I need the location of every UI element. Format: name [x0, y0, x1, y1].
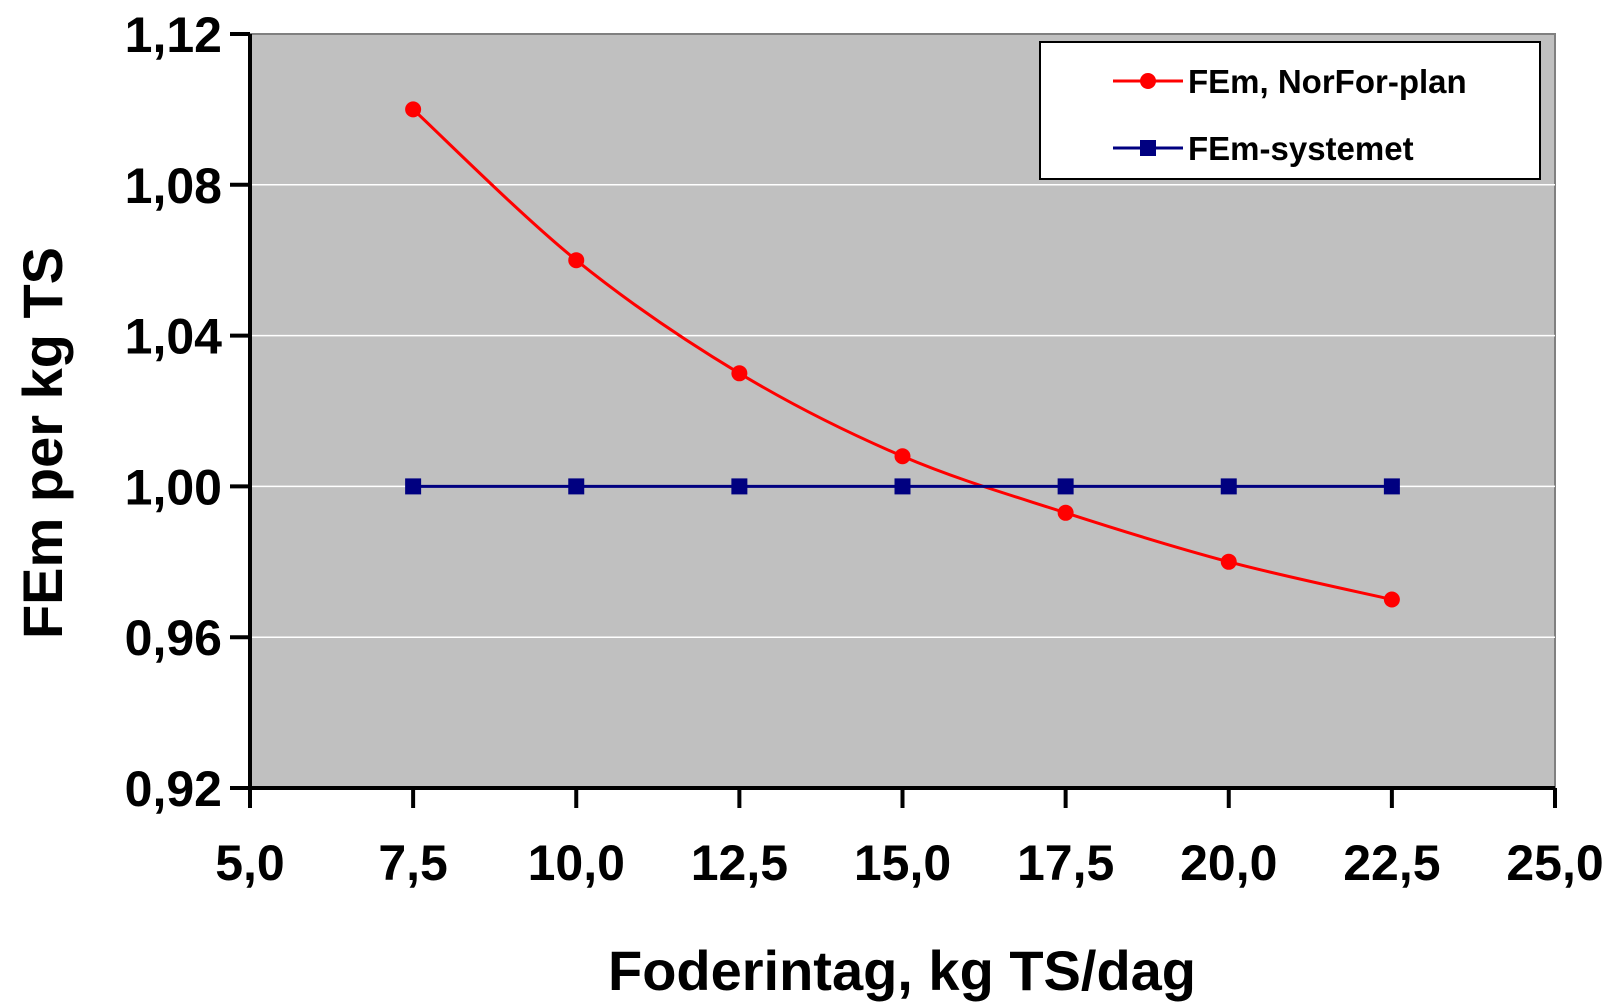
data-point-1	[894, 478, 911, 495]
data-point-0	[894, 448, 911, 465]
data-point-0	[405, 101, 422, 118]
data-point-0	[1057, 504, 1074, 521]
x-tick-label: 12,5	[691, 835, 788, 891]
y-tick-label: 1,04	[125, 309, 223, 365]
legend-box	[1039, 41, 1541, 180]
y-tick-label: 1,12	[125, 7, 222, 63]
legend-marker-norfor	[1140, 73, 1156, 89]
x-tick-label: 15,0	[854, 835, 951, 891]
data-point-0	[731, 365, 748, 382]
y-tick-label: 1,00	[125, 459, 222, 515]
legend-marker-femsystemet	[1140, 140, 1156, 156]
x-tick-label: 7,5	[378, 835, 448, 891]
data-point-1	[1383, 478, 1400, 495]
x-tick-label: 17,5	[1017, 835, 1114, 891]
data-point-1	[1057, 478, 1074, 495]
x-tick-label: 25,0	[1506, 835, 1603, 891]
y-tick-label: 0,96	[125, 610, 222, 666]
y-axis-ticks: 0,92 0,96 1,00 1,04 1,08 1,12	[125, 7, 250, 817]
x-axis-ticks: 5,0 7,5 10,0 12,5 15,0 17,5 20,0 22,5 25,0	[215, 788, 1604, 891]
x-axis-title: Foderintag, kg TS/dag	[608, 939, 1196, 1002]
legend: FEm, NorFor-plan FEm-systemet	[1039, 41, 1541, 180]
data-point-1	[731, 478, 748, 495]
y-axis-title: FEm per kg TS	[11, 247, 74, 639]
data-point-0	[568, 252, 585, 269]
y-tick-label: 0,92	[125, 761, 222, 817]
x-tick-label: 5,0	[215, 835, 285, 891]
data-point-1	[1220, 478, 1237, 495]
data-point-1	[405, 478, 422, 495]
x-tick-label: 20,0	[1180, 835, 1277, 891]
data-point-1	[568, 478, 585, 495]
legend-label-norfor: FEm, NorFor-plan	[1188, 63, 1467, 100]
legend-label-femsystemet: FEm-systemet	[1188, 130, 1414, 167]
data-point-0	[1383, 591, 1400, 608]
data-point-0	[1220, 553, 1237, 570]
series-layer	[405, 101, 1400, 608]
y-tick-label: 1,08	[125, 158, 222, 214]
x-tick-label: 22,5	[1343, 835, 1440, 891]
x-tick-label: 10,0	[528, 835, 625, 891]
